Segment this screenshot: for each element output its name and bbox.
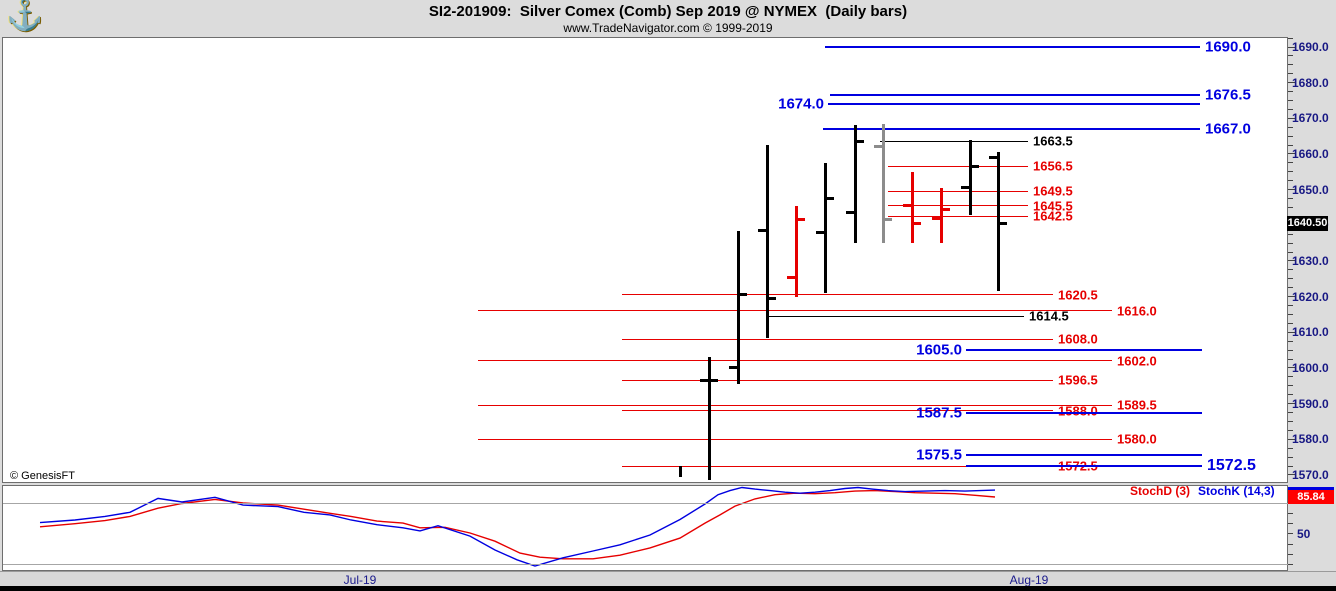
stochk-value-marker [1288,487,1334,490]
price-axis-tick [1288,91,1293,93]
price-axis-tick [1288,331,1296,333]
genesis-watermark: © GenesisFT [10,470,75,482]
price-axis-tick [1288,447,1293,449]
price-axis-tick [1288,296,1296,298]
stochd-value-badge: 85.84 [1288,489,1334,504]
price-axis-tick [1288,412,1293,413]
price-axis-tick [1288,251,1293,253]
price-axis-tick [1288,385,1293,387]
price-axis-tick [1288,198,1293,200]
trade-navigator-logo-icon: ⚓ [6,0,44,32]
price-axis-tick [1288,99,1293,101]
price-axis-label: 1650.0 [1292,182,1329,197]
price-axis-tick [1288,287,1293,289]
price-axis-tick [1288,313,1293,315]
price-axis-tick [1288,153,1296,155]
stochk-label[interactable]: StochK (14,3) [1198,484,1275,498]
price-axis-tick [1288,189,1296,191]
price-axis-tick [1288,367,1296,369]
price-axis-tick [1288,171,1293,173]
price-axis-tick [1288,180,1293,182]
price-axis-label: 1690.0 [1292,40,1329,54]
price-axis-tick [1288,55,1293,57]
price-axis-tick [1288,403,1296,405]
price-axis-tick [1288,135,1293,137]
price-axis-tick [1288,117,1296,119]
price-axis-label: 1590.0 [1292,396,1329,411]
price-axis-tick [1288,438,1296,440]
price-axis-tick [1288,340,1293,342]
price-axis-tick [1288,108,1293,110]
date-axis[interactable]: Jul-19 Aug-19 [0,571,1336,587]
price-axis-label: 1660.0 [1292,146,1329,161]
price-axis-label: 1610.0 [1292,325,1329,340]
price-axis-tick [1288,278,1293,280]
date-label-jul: Jul-19 [343,573,377,587]
chart-subtitle: www.TradeNavigator.com © 1999-2019 [563,21,773,35]
price-axis-tick [1288,358,1293,360]
price-axis-tick [1288,46,1296,48]
price-axis-tick [1288,394,1293,396]
stochk-line [39,486,996,567]
stoch-axis-label: 50 [1297,527,1311,541]
price-axis-tick [1288,37,1293,39]
date-label-aug: Aug-19 [1009,573,1049,587]
stochastic-lines-canvas [39,486,996,567]
bottom-bar [0,586,1336,591]
price-axis-tick [1288,456,1293,458]
price-axis-tick [1288,233,1293,235]
price-axis-tick [1288,73,1293,75]
price-axis-label: 1580.0 [1292,432,1329,447]
stochd-line [39,489,996,560]
price-axis-tick [1288,260,1296,262]
chart-title: SI2-201909: Silver Comex (Comb) Sep 2019… [428,3,908,20]
price-axis-label: 1670.0 [1292,111,1329,126]
price-axis-tick [1288,420,1293,422]
price-axis-label: 1630.0 [1292,253,1329,268]
price-axis-tick [1288,64,1293,66]
price-axis-tick [1288,429,1293,431]
stochd-label[interactable]: StochD (3) [1130,484,1190,498]
price-axis-tick [1288,305,1293,307]
price-axis-tick [1288,322,1293,324]
price-axis-tick [1288,376,1293,378]
price-axis-tick [1288,269,1293,271]
price-axis-label: 1570.0 [1292,467,1329,482]
price-axis-label: 1680.0 [1292,75,1329,90]
price-axis-tick [1288,474,1296,476]
price-axis-label: 1620.0 [1292,289,1329,304]
price-axis-tick [1288,349,1293,351]
price-axis-label: 1600.0 [1292,360,1329,375]
last-price-badge: 1640.50 [1287,216,1328,232]
price-axis-tick [1288,242,1293,244]
price-axis-tick [1288,206,1293,208]
price-chart-pane[interactable] [2,37,1288,483]
price-axis-tick [1288,144,1293,146]
price-axis-tick [1288,162,1293,164]
price-axis-tick [1288,126,1293,128]
price-axis-tick [1288,82,1296,84]
price-axis-tick [1288,465,1293,467]
